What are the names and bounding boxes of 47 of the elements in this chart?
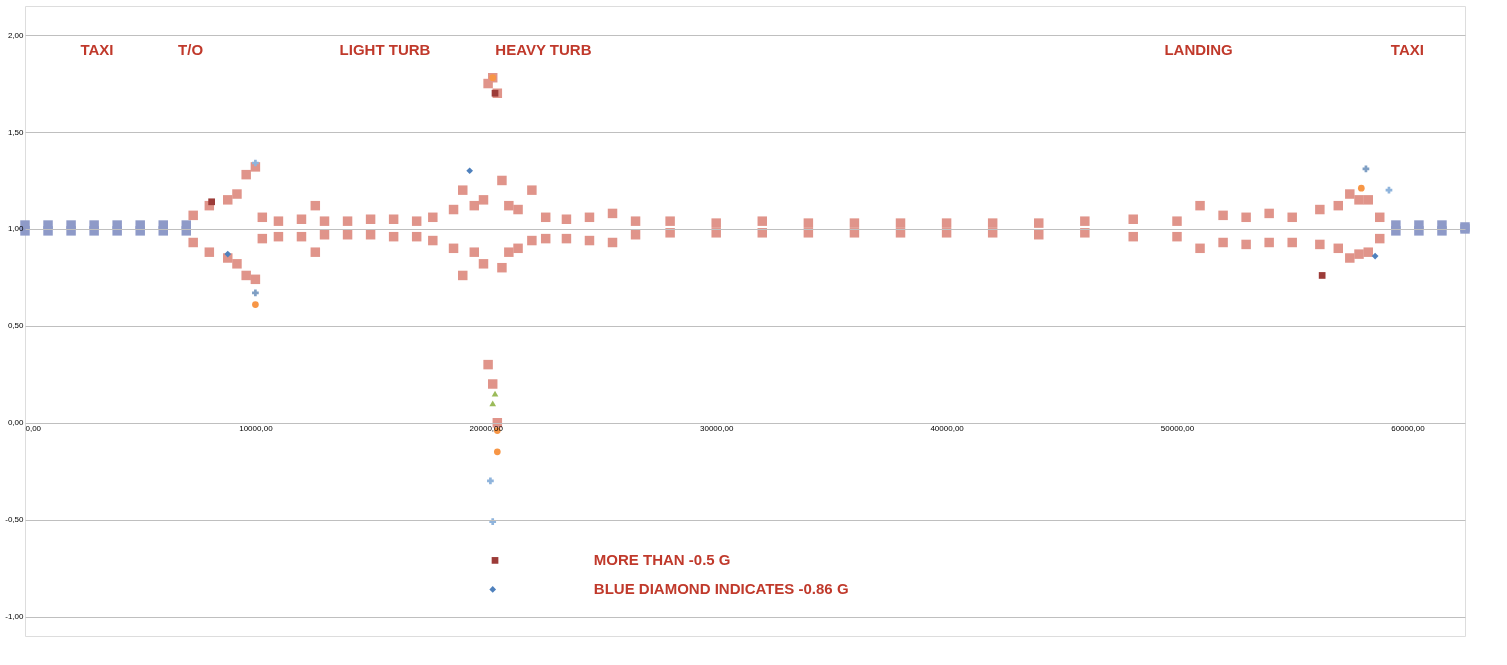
y-tick-label: -1,00 [5, 612, 25, 622]
x-tick-label: 30000,00 [700, 424, 734, 434]
point [158, 226, 168, 236]
point [491, 557, 499, 564]
point [43, 226, 53, 236]
point [1371, 252, 1379, 260]
annotation: HEAVY TURB [495, 41, 592, 59]
y-tick-label: 0,50 [7, 321, 25, 331]
point [489, 586, 497, 593]
annotation: LIGHT TURB [339, 41, 431, 59]
point [252, 159, 259, 167]
point [489, 518, 497, 525]
x-tick-label: 40000,00 [930, 424, 965, 434]
point [491, 390, 499, 397]
x-tick-label: 50000,00 [1160, 424, 1195, 434]
point [181, 226, 192, 236]
y-tick-label: -0,50 [5, 515, 25, 525]
point [493, 448, 501, 456]
point [89, 226, 99, 236]
point [1357, 184, 1365, 192]
point [1362, 165, 1370, 173]
point [1318, 272, 1326, 279]
x-tick-label: 60000,00 [1391, 424, 1426, 434]
point [1391, 226, 1401, 236]
y-tick-label: 1,00 [7, 224, 25, 234]
point [491, 89, 499, 97]
annotation: LANDING [1164, 41, 1233, 59]
point [487, 477, 494, 485]
annotation: T/O [178, 41, 204, 59]
x-tick-label: 10000,00 [239, 424, 274, 434]
point [466, 167, 474, 175]
annotation: TAXI [1390, 41, 1424, 59]
point [224, 250, 232, 258]
annotation: MORE THAN -0.5 G [593, 551, 731, 569]
point [252, 301, 259, 308]
annotation: BLUE DIAMOND INDICATES -0.86 G [593, 579, 849, 597]
point [208, 198, 215, 206]
point [252, 289, 259, 297]
annotation: TAXI [80, 41, 114, 59]
point [135, 226, 145, 236]
point [1414, 226, 1424, 236]
y-tick-label: 2,00 [7, 30, 25, 40]
y-tick-label: 1,50 [7, 127, 25, 137]
point [66, 226, 76, 236]
point [112, 226, 122, 236]
x-tick-label: 0,00 [25, 424, 42, 434]
point [1437, 226, 1447, 236]
